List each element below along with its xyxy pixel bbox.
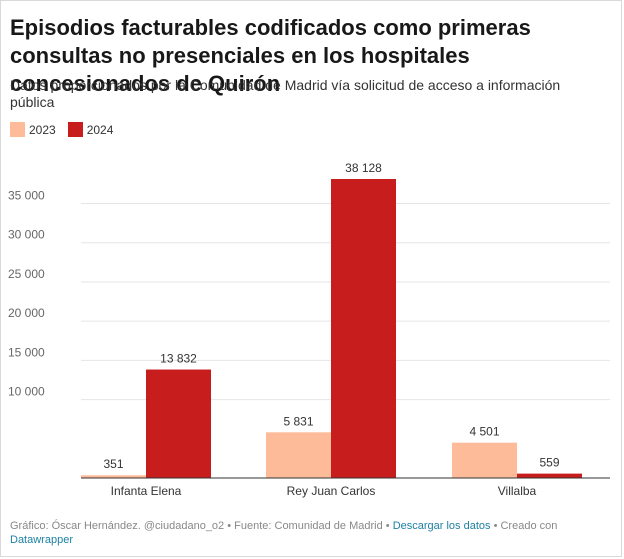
x-tick-label: Infanta Elena (111, 484, 182, 498)
data-label: 351 (103, 457, 123, 471)
footer-credit: Gráfico: Óscar Hernández. @ciudadano_o2 … (10, 520, 393, 532)
y-tick-label: 20 000 (8, 306, 45, 320)
footer-created: • Creado con (490, 520, 558, 532)
datawrapper-link[interactable]: Datawrapper (10, 534, 73, 546)
data-label: 4 501 (469, 425, 499, 439)
data-label: 559 (539, 456, 559, 470)
x-tick-label: Rey Juan Carlos (287, 484, 376, 498)
chart-footer: Gráfico: Óscar Hernández. @ciudadano_o2 … (10, 519, 570, 547)
y-tick-label: 35 000 (8, 189, 45, 203)
legend-label-2024: 2024 (86, 122, 114, 137)
bar-chart: 10 000 15 000 20 000 25 000 30 000 35 000 351 1… (8, 161, 610, 498)
legend-label-2023: 2023 (29, 122, 56, 137)
y-tick-label: 30 000 (8, 228, 45, 242)
bar-2023 (452, 442, 517, 478)
download-data-link[interactable]: Descargar los datos (392, 520, 491, 532)
chart-title: Episodios facturables codificados como p… (10, 15, 531, 96)
legend: 2023 2024 (10, 122, 125, 137)
data-label: 5 831 (283, 414, 313, 428)
legend-swatch-2024 (67, 122, 83, 137)
x-tick-label: Villalba (498, 484, 537, 498)
data-label: 38 128 (345, 161, 382, 175)
y-tick-label: 25 000 (8, 267, 45, 281)
legend-item-2024: 2024 (67, 122, 114, 137)
bar-2023 (81, 475, 146, 478)
chart-subtitle: Datos proporcionados por la Comunidad de… (10, 77, 561, 110)
bar-2024 (146, 369, 211, 478)
data-label: 13 832 (160, 352, 197, 366)
y-tick-label: 10 000 (8, 385, 45, 399)
y-tick-label: 15 000 (8, 345, 45, 359)
legend-item-2023: 2023 (10, 122, 56, 137)
bar-2023 (266, 432, 331, 478)
legend-swatch-2023 (10, 122, 25, 137)
bar-2024 (517, 473, 582, 478)
bar-2024 (331, 179, 396, 478)
